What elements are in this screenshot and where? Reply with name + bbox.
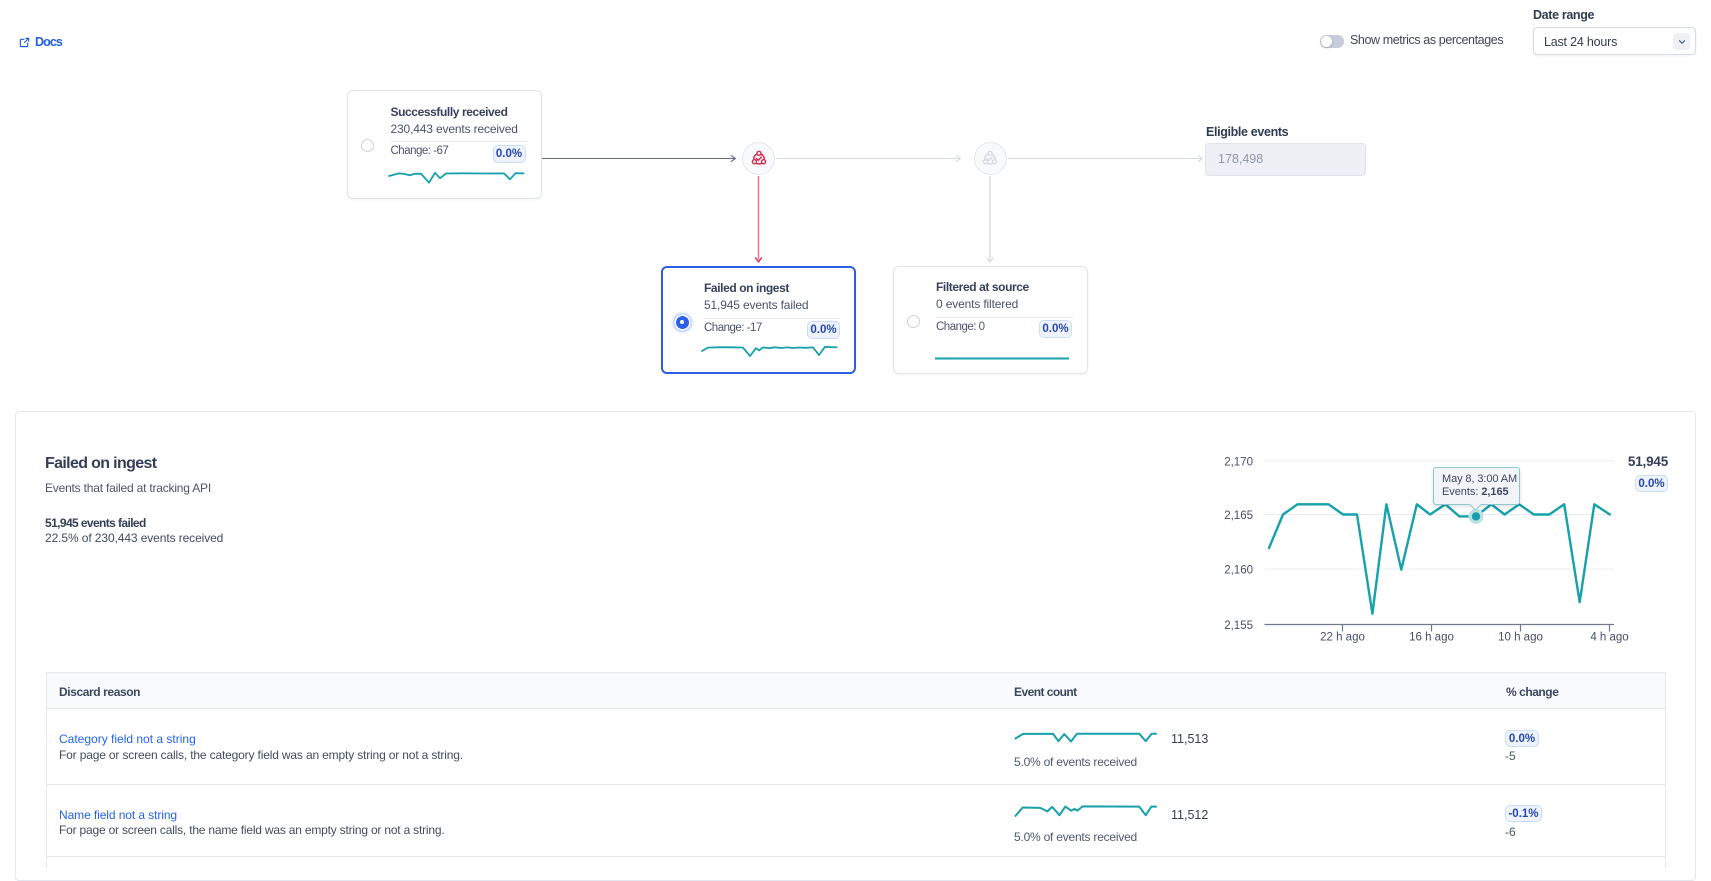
svg-text:22 h ago: 22 h ago — [1320, 632, 1365, 644]
svg-text:2,165: 2,165 — [1224, 510, 1253, 522]
svg-text:16 h ago: 16 h ago — [1409, 632, 1454, 644]
svg-text:2,170: 2,170 — [1224, 457, 1253, 469]
svg-text:2,155: 2,155 — [1224, 620, 1253, 632]
svg-text:4 h ago: 4 h ago — [1590, 632, 1628, 644]
svg-text:2,160: 2,160 — [1224, 565, 1253, 577]
svg-text:10 h ago: 10 h ago — [1498, 632, 1543, 644]
